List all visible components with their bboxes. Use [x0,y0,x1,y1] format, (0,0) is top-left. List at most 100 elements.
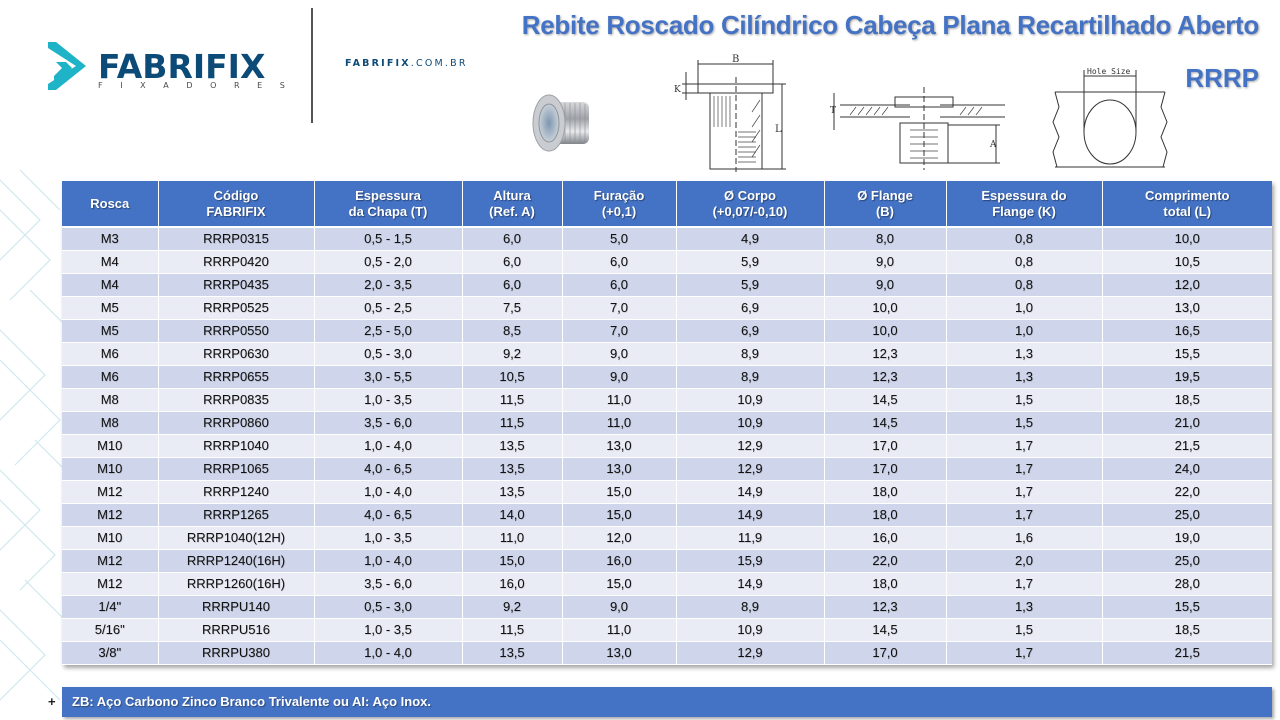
table-cell: 6,0 [462,273,563,297]
table-cell: 18,0 [824,480,947,504]
table-cell: 9,0 [824,273,947,297]
table-cell: 10,9 [676,618,825,642]
table-cell: 1,0 - 3,5 [314,526,463,550]
table-cell: RRRP0550 [158,319,315,343]
table-cell: 1,3 [946,365,1103,389]
col-header-diametro-corpo: Ø Corpo (+0,07/-0,10) [676,181,825,228]
svg-text:A: A [989,140,997,150]
table-cell: M3 [62,227,159,251]
table-cell: 18,0 [824,503,947,527]
material-note-bar: ZB: Aço Carbono Zinco Branco Trivalente … [62,687,1272,717]
table-cell: 12,9 [676,641,825,665]
table-cell: M4 [62,273,159,297]
table-cell: 15,0 [462,549,563,573]
table-row: M12 RRRP1240 1,0 - 4,0 13,5 15,0 14,9 18,0 1,7 2… [62,480,1272,504]
table-row: M6 RRRP0655 3,0 - 5,5 10,5 9,0 8,9 12,3 1,3 19,5 [62,365,1272,389]
table-cell: 1,0 - 3,5 [314,618,463,642]
table-cell: 1,7 [946,572,1103,596]
table-cell: 22,0 [1102,480,1272,504]
table-cell: 2,0 - 3,5 [314,273,463,297]
table-cell: 19,5 [1102,365,1272,389]
table-cell: 21,0 [1102,411,1272,435]
table-cell: 1,7 [946,641,1103,665]
table-cell: 1,7 [946,503,1103,527]
table-cell: 13,0 [1102,296,1272,320]
table-cell: M6 [62,342,159,366]
logo-tagline: FIXADORES [98,81,303,90]
table-cell: 8,9 [676,365,825,389]
table-cell: 3,5 - 6,0 [314,411,463,435]
table-cell: 12,0 [562,526,677,550]
table-cell: 8,9 [676,342,825,366]
table-cell: 1/4" [62,595,159,619]
table-cell: 16,5 [1102,319,1272,343]
table-cell: RRRP0835 [158,388,315,412]
table-cell: 5/16" [62,618,159,642]
table-cell: 9,0 [562,342,677,366]
table-cell: 19,0 [1102,526,1272,550]
table-cell: 10,9 [676,388,825,412]
table-row: M12 RRRP1240(16H) 1,0 - 4,0 15,0 16,0 15,9 22,… [62,549,1272,573]
table-cell: 14,5 [824,618,947,642]
table-row: M8 RRRP0835 1,0 - 3,5 11,5 11,0 10,9 14,5 1,5 18… [62,388,1272,412]
col-header-diametro-flange: Ø Flange (B) [824,181,947,228]
table-cell: 5,0 [562,227,677,251]
table-cell: 14,0 [462,503,563,527]
table-cell: 18,0 [824,572,947,596]
table-cell: 24,0 [1102,457,1272,481]
svg-text:T: T [830,106,836,116]
table-row: M10 RRRP1065 4,0 - 6,5 13,5 13,0 12,9 17,0 1,7 2… [62,457,1272,481]
table-cell: 1,0 [946,319,1103,343]
table-cell: RRRP0860 [158,411,315,435]
table-cell: 0,5 - 2,0 [314,250,463,274]
table-row: M10 RRRP1040 1,0 - 4,0 13,5 13,0 12,9 17,0 1,7 2… [62,434,1272,458]
col-header-espessura-flange: Espessura do Flange (K) [946,181,1103,228]
header-divider [311,8,313,123]
table-cell: 1,7 [946,457,1103,481]
table-cell: 0,8 [946,227,1103,251]
table-cell: 1,5 [946,618,1103,642]
table-cell: RRRP0420 [158,250,315,274]
table-cell: 9,2 [462,595,563,619]
website-link[interactable]: FABRIFIX.COM.BR [345,58,468,69]
table-cell: 1,5 [946,388,1103,412]
table-cell: 0,5 - 1,5 [314,227,463,251]
table-cell: 8,9 [676,595,825,619]
table-cell: 12,9 [676,434,825,458]
plus-marker: + [48,694,56,709]
logo-wordmark: FABRIFIX [98,47,266,86]
table-cell: 0,5 - 3,0 [314,342,463,366]
table-cell: 12,3 [824,365,947,389]
table-cell: 7,0 [562,319,677,343]
table-cell: 7,0 [562,296,677,320]
table-cell: 13,0 [562,434,677,458]
table-row: M5 RRRP0525 0,5 - 2,5 7,5 7,0 6,9 10,0 1,0 13,0 [62,296,1272,320]
table-cell: M4 [62,250,159,274]
table-cell: 0,5 - 2,5 [314,296,463,320]
table-cell: M8 [62,388,159,412]
table-cell: 18,5 [1102,618,1272,642]
table-cell: 12,3 [824,595,947,619]
table-cell: 16,0 [462,572,563,596]
table-cell: 1,7 [946,434,1103,458]
table-cell: RRRPU140 [158,595,315,619]
table-cell: M5 [62,319,159,343]
table-row: 3/8" RRRPU380 1,0 - 4,0 13,5 13,0 12,9 17,0 1,7… [62,641,1272,665]
table-cell: 11,0 [562,618,677,642]
table-cell: M5 [62,296,159,320]
col-header-furacao: Furação (+0,1) [562,181,677,228]
table-cell: 17,0 [824,434,947,458]
table-cell: 6,0 [462,227,563,251]
table-cell: 0,8 [946,273,1103,297]
hole-size-drawing: Hole Size [1045,62,1175,172]
table-cell: 17,0 [824,457,947,481]
col-header-rosca: Rosca [62,181,159,228]
table-cell: 11,5 [462,388,563,412]
table-row: M5 RRRP0550 2,5 - 5,0 8,5 7,0 6,9 10,0 1,0 16,5 [62,319,1272,343]
col-header-altura: Altura (Ref. A) [462,181,563,228]
table-cell: 11,0 [562,388,677,412]
table-cell: 15,0 [562,503,677,527]
table-row: M10 RRRP1040(12H) 1,0 - 3,5 11,0 12,0 11,9 16,… [62,526,1272,550]
table-cell: 21,5 [1102,641,1272,665]
table-cell: 13,5 [462,641,563,665]
